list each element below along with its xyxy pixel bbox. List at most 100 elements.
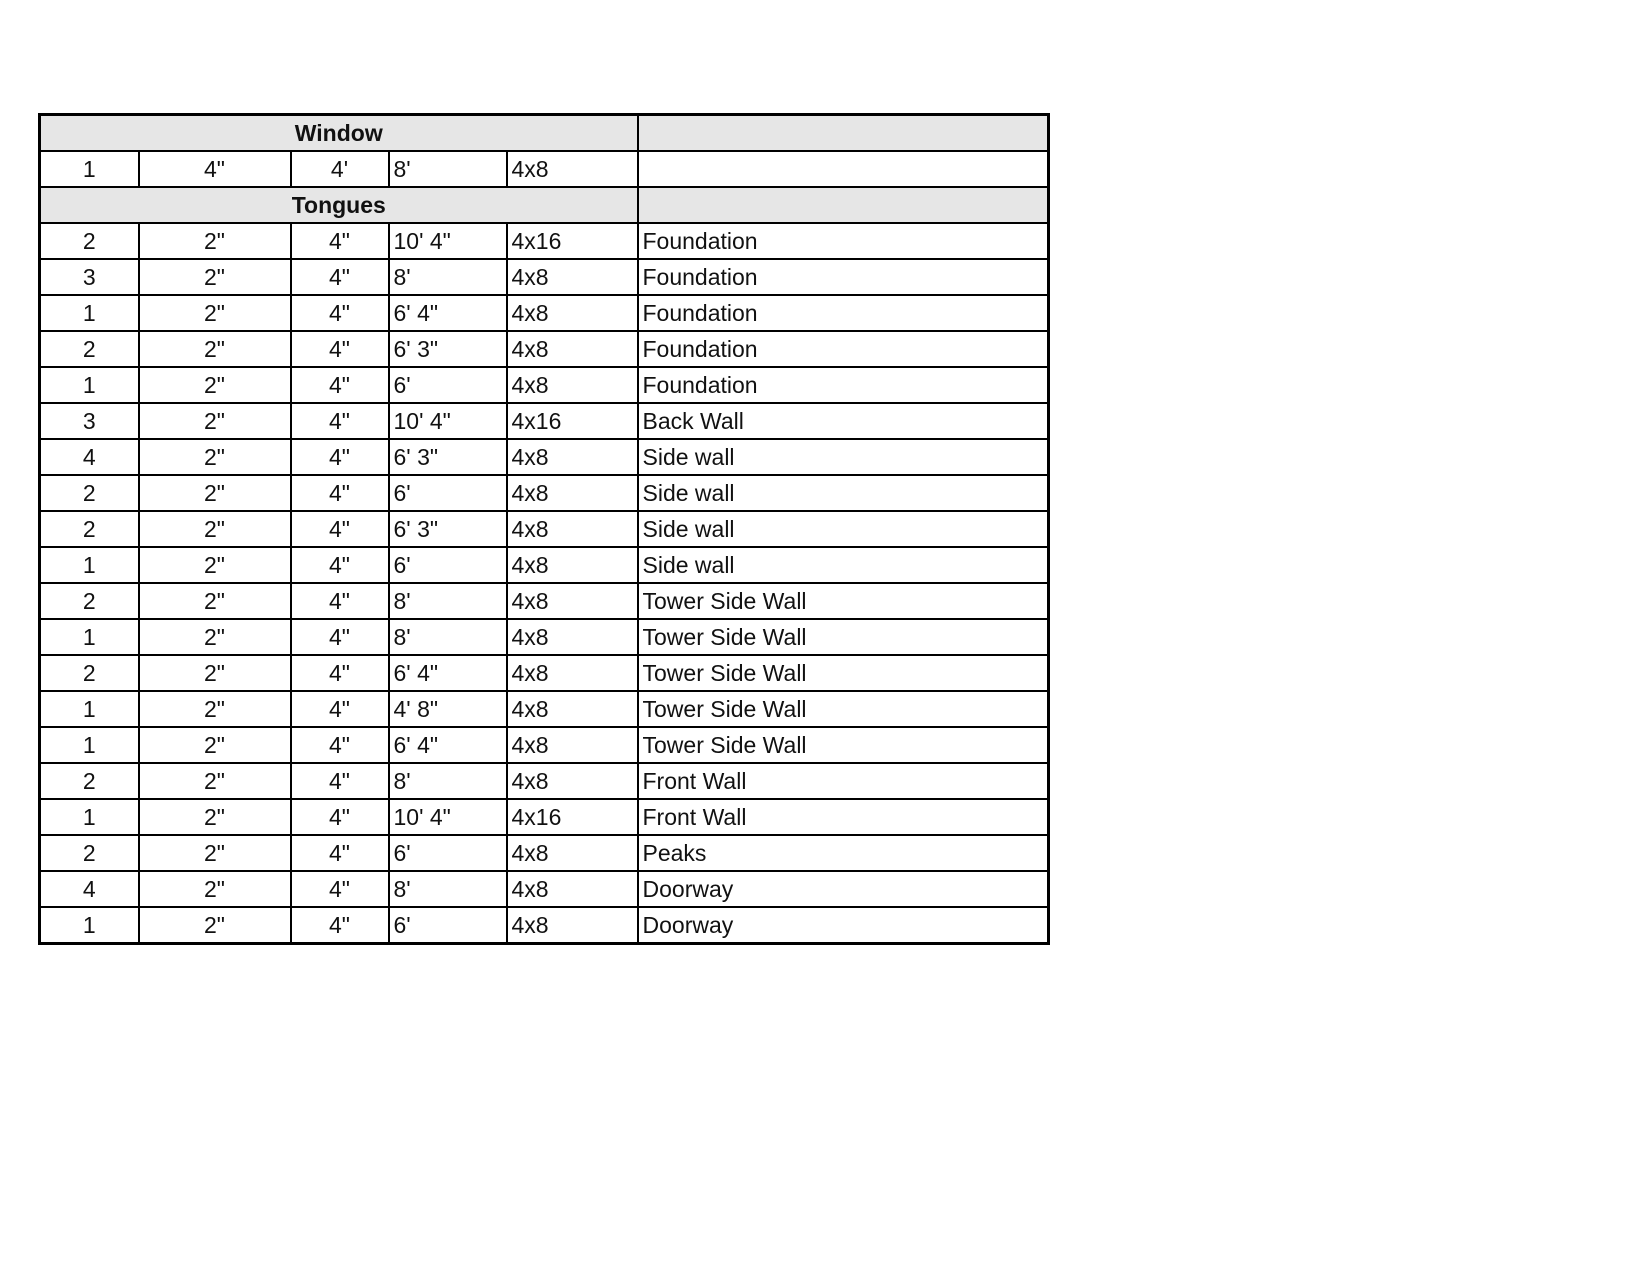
quantity-cell: 1 (38, 366, 140, 404)
stock-size-cell: 4x8 (505, 690, 639, 728)
thickness-cell: 2" (137, 510, 292, 548)
location-cell: Foundation (636, 222, 1050, 260)
length-cell: 6' (387, 366, 508, 404)
width-cell: 4" (289, 294, 390, 332)
thickness-cell: 2" (137, 294, 292, 332)
length-cell: 6' 4" (387, 726, 508, 764)
quantity-cell: 2 (38, 834, 140, 872)
length-cell: 8' (387, 582, 508, 620)
width-cell: 4" (289, 510, 390, 548)
length-cell: 10' 4" (387, 402, 508, 440)
table-row: 1 2" 4" 4' 8" 4x8 Tower Side Wall (38, 690, 1050, 728)
table-row: 3 2" 4" 8' 4x8 Foundation (38, 258, 1050, 296)
quantity-cell: 1 (38, 726, 140, 764)
location-cell: Foundation (636, 294, 1050, 332)
location-cell: Doorway (636, 870, 1050, 908)
quantity-cell: 1 (38, 294, 140, 332)
stock-size-cell: 4x8 (505, 150, 639, 188)
table-row: 2 2" 4" 8' 4x8 Front Wall (38, 762, 1050, 800)
quantity-cell: 1 (38, 150, 140, 188)
stock-size-cell: 4x8 (505, 906, 639, 945)
stock-size-cell: 4x8 (505, 834, 639, 872)
quantity-cell: 2 (38, 222, 140, 260)
stock-size-cell: 4x8 (505, 438, 639, 476)
stock-size-cell: 4x8 (505, 762, 639, 800)
stock-size-cell: 4x16 (505, 222, 639, 260)
width-cell: 4" (289, 402, 390, 440)
location-cell: Side wall (636, 546, 1050, 584)
width-cell: 4" (289, 582, 390, 620)
thickness-cell: 4" (137, 150, 292, 188)
location-cell: Foundation (636, 258, 1050, 296)
length-cell: 6' 3" (387, 438, 508, 476)
quantity-cell: 1 (38, 906, 140, 945)
thickness-cell: 2" (137, 726, 292, 764)
thickness-cell: 2" (137, 618, 292, 656)
width-cell: 4" (289, 654, 390, 692)
width-cell: 4" (289, 366, 390, 404)
table-row: 1 2" 4" 6' 4" 4x8 Foundation (38, 294, 1050, 332)
length-cell: 8' (387, 618, 508, 656)
thickness-cell: 2" (137, 582, 292, 620)
thickness-cell: 2" (137, 222, 292, 260)
quantity-cell: 1 (38, 798, 140, 836)
stock-size-cell: 4x16 (505, 798, 639, 836)
length-cell: 6' (387, 474, 508, 512)
thickness-cell: 2" (137, 654, 292, 692)
location-cell: Side wall (636, 510, 1050, 548)
section-title: Window (38, 113, 639, 152)
table-row: 1 2" 4" 8' 4x8 Tower Side Wall (38, 618, 1050, 656)
section-header-row: Window (38, 113, 1050, 152)
stock-size-cell: 4x8 (505, 366, 639, 404)
thickness-cell: 2" (137, 906, 292, 945)
location-cell: Front Wall (636, 798, 1050, 836)
length-cell: 8' (387, 762, 508, 800)
table-row: 1 2" 4" 6' 4" 4x8 Tower Side Wall (38, 726, 1050, 764)
section-header-empty-cell (636, 186, 1050, 224)
table-row: 2 2" 4" 10' 4" 4x16 Foundation (38, 222, 1050, 260)
width-cell: 4" (289, 726, 390, 764)
quantity-cell: 2 (38, 762, 140, 800)
quantity-cell: 1 (38, 618, 140, 656)
location-cell: Doorway (636, 906, 1050, 945)
location-cell: Foundation (636, 330, 1050, 368)
quantity-cell: 2 (38, 654, 140, 692)
thickness-cell: 2" (137, 474, 292, 512)
thickness-cell: 2" (137, 330, 292, 368)
length-cell: 6' 4" (387, 294, 508, 332)
width-cell: 4" (289, 618, 390, 656)
length-cell: 8' (387, 258, 508, 296)
stock-size-cell: 4x8 (505, 654, 639, 692)
stock-size-cell: 4x8 (505, 546, 639, 584)
stock-size-cell: 4x8 (505, 294, 639, 332)
stock-size-cell: 4x8 (505, 726, 639, 764)
location-cell: Tower Side Wall (636, 726, 1050, 764)
quantity-cell: 2 (38, 474, 140, 512)
quantity-cell: 4 (38, 438, 140, 476)
thickness-cell: 2" (137, 366, 292, 404)
location-cell (636, 150, 1050, 188)
length-cell: 6' 3" (387, 330, 508, 368)
width-cell: 4" (289, 546, 390, 584)
thickness-cell: 2" (137, 690, 292, 728)
location-cell: Tower Side Wall (636, 618, 1050, 656)
stock-size-cell: 4x8 (505, 870, 639, 908)
length-cell: 10' 4" (387, 222, 508, 260)
location-cell: Tower Side Wall (636, 654, 1050, 692)
stock-size-cell: 4x8 (505, 330, 639, 368)
length-cell: 6' 4" (387, 654, 508, 692)
width-cell: 4" (289, 258, 390, 296)
thickness-cell: 2" (137, 546, 292, 584)
table-row: 2 2" 4" 6' 4x8 Side wall (38, 474, 1050, 512)
table-row: 1 2" 4" 10' 4" 4x16 Front Wall (38, 798, 1050, 836)
thickness-cell: 2" (137, 402, 292, 440)
width-cell: 4" (289, 906, 390, 945)
width-cell: 4" (289, 834, 390, 872)
quantity-cell: 1 (38, 690, 140, 728)
width-cell: 4" (289, 762, 390, 800)
section-title: Tongues (38, 186, 639, 224)
thickness-cell: 2" (137, 438, 292, 476)
location-cell: Peaks (636, 834, 1050, 872)
quantity-cell: 2 (38, 330, 140, 368)
width-cell: 4" (289, 222, 390, 260)
